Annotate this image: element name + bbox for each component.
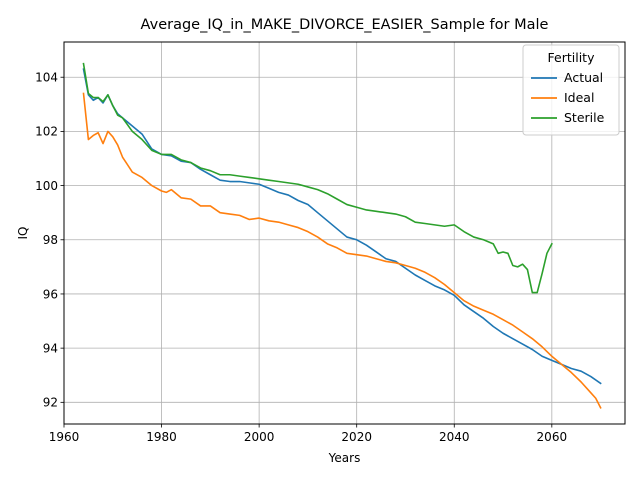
x-tick-label: 1980: [146, 430, 177, 444]
x-tick-label: 2000: [244, 430, 275, 444]
series-line-actual: [82, 68, 602, 385]
series-line-ideal: [82, 92, 602, 409]
plot-frame: [63, 41, 626, 425]
legend-label-actual: Actual: [564, 70, 603, 85]
series-line-sterile: [82, 62, 553, 294]
y-tick-label: 98: [43, 233, 58, 247]
x-tick-label: 2040: [439, 430, 470, 444]
series-lines: [82, 62, 602, 409]
y-tick-label: 94: [43, 341, 58, 355]
x-tick-label: 1960: [49, 430, 80, 444]
legend-title: Fertility: [548, 50, 596, 65]
y-tick-label: 100: [35, 179, 58, 193]
y-tick-label: 96: [43, 287, 58, 301]
x-tick-label: 2020: [341, 430, 372, 444]
legend-label-sterile: Sterile: [564, 110, 605, 125]
y-tick-label: 92: [43, 396, 58, 410]
y-axis-label: IQ: [16, 227, 30, 240]
chart-title: Average_IQ_in_MAKE_DIVORCE_EASIER_Sample…: [141, 17, 549, 33]
y-tick-label: 104: [35, 71, 58, 85]
legend: Fertility Actual Ideal Sterile: [522, 44, 620, 136]
x-axis-label: Years: [328, 451, 361, 465]
y-tick-label: 102: [35, 125, 58, 139]
axis-ticks: 1960 1980 2000 2020 2040 2060 92 94 96 98 100 102 10…: [35, 71, 567, 444]
x-tick-label: 2060: [537, 430, 568, 444]
legend-box: [522, 44, 620, 136]
legend-label-ideal: Ideal: [564, 90, 594, 105]
grid-lines: [63, 42, 625, 424]
